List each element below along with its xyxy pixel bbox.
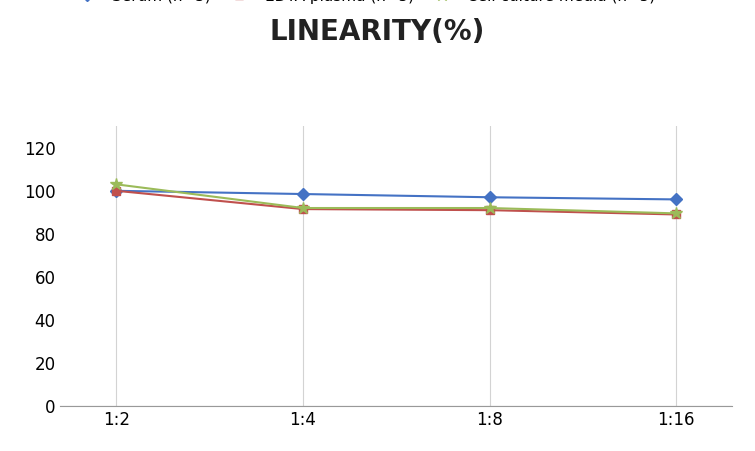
- Text: LINEARITY(%): LINEARITY(%): [270, 18, 485, 46]
- Cell culture media (n=5): [672, 211, 681, 216]
- Serum (n=5): [672, 197, 681, 202]
- Line: EDTA plasma (n=5): EDTA plasma (n=5): [112, 187, 680, 219]
- Cell culture media (n=5): [298, 205, 307, 211]
- Cell culture media (n=5): [112, 182, 121, 187]
- EDTA plasma (n=5): [112, 188, 121, 193]
- Legend: Serum (n=5), EDTA plasma (n=5), Cell culture media (n=5): Serum (n=5), EDTA plasma (n=5), Cell cul…: [68, 0, 655, 4]
- EDTA plasma (n=5): [672, 212, 681, 217]
- Cell culture media (n=5): [485, 205, 495, 211]
- EDTA plasma (n=5): [485, 207, 495, 213]
- Line: Serum (n=5): Serum (n=5): [112, 187, 680, 203]
- Serum (n=5): [112, 188, 121, 193]
- Serum (n=5): [298, 191, 307, 197]
- EDTA plasma (n=5): [298, 207, 307, 212]
- Line: Cell culture media (n=5): Cell culture media (n=5): [110, 178, 683, 220]
- Serum (n=5): [485, 194, 495, 200]
